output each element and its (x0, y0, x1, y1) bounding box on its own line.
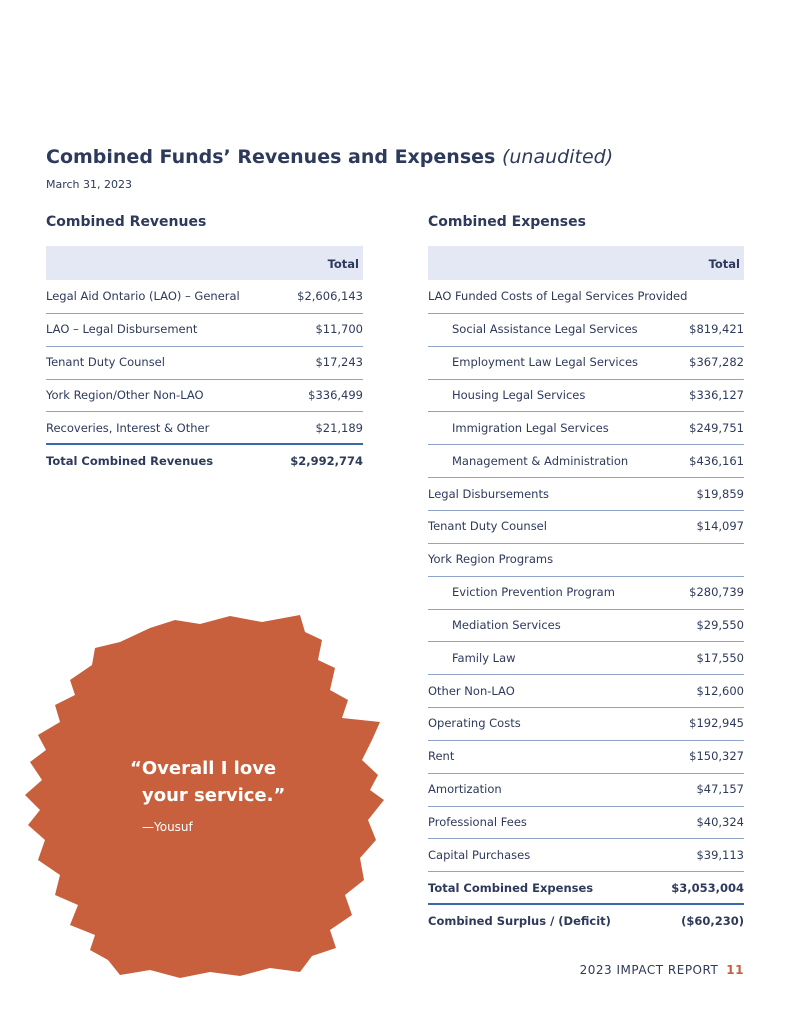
row-label: Amortization (428, 782, 502, 797)
row-value: $19,859 (696, 486, 744, 501)
row-label: Capital Purchases (428, 847, 531, 862)
row-label: York Region/Other Non-LAO (46, 387, 204, 402)
row-value: $819,421 (689, 322, 744, 337)
row-value: $40,324 (696, 815, 744, 830)
section-heading: Combined Expenses (428, 214, 586, 230)
row-separator (46, 443, 363, 446)
date: March 31, 2023 (46, 178, 133, 191)
row-value: $17,243 (315, 355, 363, 370)
row-value: $367,282 (689, 355, 744, 370)
row-value: $336,127 (689, 387, 744, 402)
page-title: Combined Funds’ Revenues and Expenses (u… (46, 146, 613, 168)
column-header: Total (327, 257, 359, 271)
table-header (46, 246, 363, 280)
row-label: Tenant Duty Counsel (428, 519, 547, 534)
row-separator (428, 378, 744, 380)
row-label: Management & Administration (452, 453, 629, 468)
row-separator (428, 641, 744, 643)
section-heading: Combined Revenues (46, 214, 207, 230)
row-label: Combined Surplus / (Deficit) (428, 913, 611, 928)
row-label: Immigration Legal Services (452, 420, 609, 435)
row-value: $14,097 (696, 519, 744, 534)
row-value: $2,992,774 (290, 453, 363, 468)
row-label: Professional Fees (428, 815, 527, 830)
row-label: York Region Programs (428, 552, 554, 567)
row-value: $3,053,004 (671, 880, 744, 895)
report-name: 2023 IMPACT REPORT (579, 963, 719, 977)
row-value: $336,499 (308, 387, 363, 402)
row-label: Legal Aid Ontario (LAO) – General (46, 289, 240, 304)
row-separator (428, 871, 744, 873)
row-separator (428, 312, 744, 314)
table-header (428, 246, 744, 280)
row-separator (428, 411, 744, 413)
row-separator (428, 739, 744, 741)
row-label: Tenant Duty Counsel (46, 355, 165, 370)
row-label: LAO – Legal Disbursement (46, 322, 198, 337)
row-label: Employment Law Legal Services (452, 355, 639, 370)
row-value: $249,751 (689, 420, 744, 435)
row-separator (428, 707, 744, 709)
row-separator (46, 312, 363, 314)
footer: 2023 IMPACT REPORT 11 (580, 963, 744, 977)
row-label: Rent (428, 749, 455, 764)
row-separator (428, 838, 744, 840)
row-separator (428, 542, 744, 544)
page-number: 11 (726, 963, 744, 977)
row-label: Social Assistance Legal Services (452, 322, 638, 337)
row-label: Other Non-LAO (428, 683, 515, 698)
row-separator (428, 509, 744, 511)
row-label: Mediation Services (452, 617, 561, 632)
row-separator (428, 772, 744, 774)
column-header: Total (708, 257, 740, 271)
row-value: $39,113 (696, 847, 744, 862)
row-separator (428, 477, 744, 479)
row-value: $12,600 (696, 683, 744, 698)
row-label: Recoveries, Interest & Other (46, 420, 210, 435)
row-separator (428, 608, 744, 610)
row-value: $21,189 (315, 420, 363, 435)
row-label: Operating Costs (428, 716, 521, 731)
row-separator (428, 575, 744, 577)
title-note: (unaudited) (501, 146, 614, 168)
row-separator (428, 444, 744, 446)
quote-line: “Overall I love (130, 758, 277, 779)
row-label: Family Law (452, 650, 516, 665)
row-separator (428, 903, 744, 906)
row-label: Eviction Prevention Program (452, 585, 615, 600)
row-label: Total Combined Revenues (46, 453, 214, 468)
title-text: Combined Funds’ Revenues and Expenses (46, 146, 496, 168)
row-value: $11,700 (315, 322, 363, 337)
row-value: $17,550 (696, 650, 744, 665)
row-value: $29,550 (696, 617, 744, 632)
row-label: Legal Disbursements (428, 486, 549, 501)
row-label: LAO Funded Costs of Legal Services Provi… (428, 289, 688, 304)
row-separator (428, 345, 744, 347)
row-value: $192,945 (689, 716, 744, 731)
row-value: $436,161 (689, 453, 744, 468)
row-label: Total Combined Expenses (428, 880, 594, 895)
quote-line: your service.” (142, 785, 286, 806)
row-separator (428, 805, 744, 807)
row-separator (428, 674, 744, 676)
row-value: $280,739 (689, 585, 744, 600)
row-separator (46, 345, 363, 347)
row-value: $150,327 (689, 749, 744, 764)
row-separator (46, 411, 363, 413)
row-value: $2,606,143 (297, 289, 363, 304)
row-separator (46, 378, 363, 380)
row-value: ($60,230) (681, 913, 744, 928)
row-label: Housing Legal Services (452, 387, 586, 402)
row-value: $47,157 (696, 782, 744, 797)
quote-attribution: —Yousuf (142, 820, 193, 834)
